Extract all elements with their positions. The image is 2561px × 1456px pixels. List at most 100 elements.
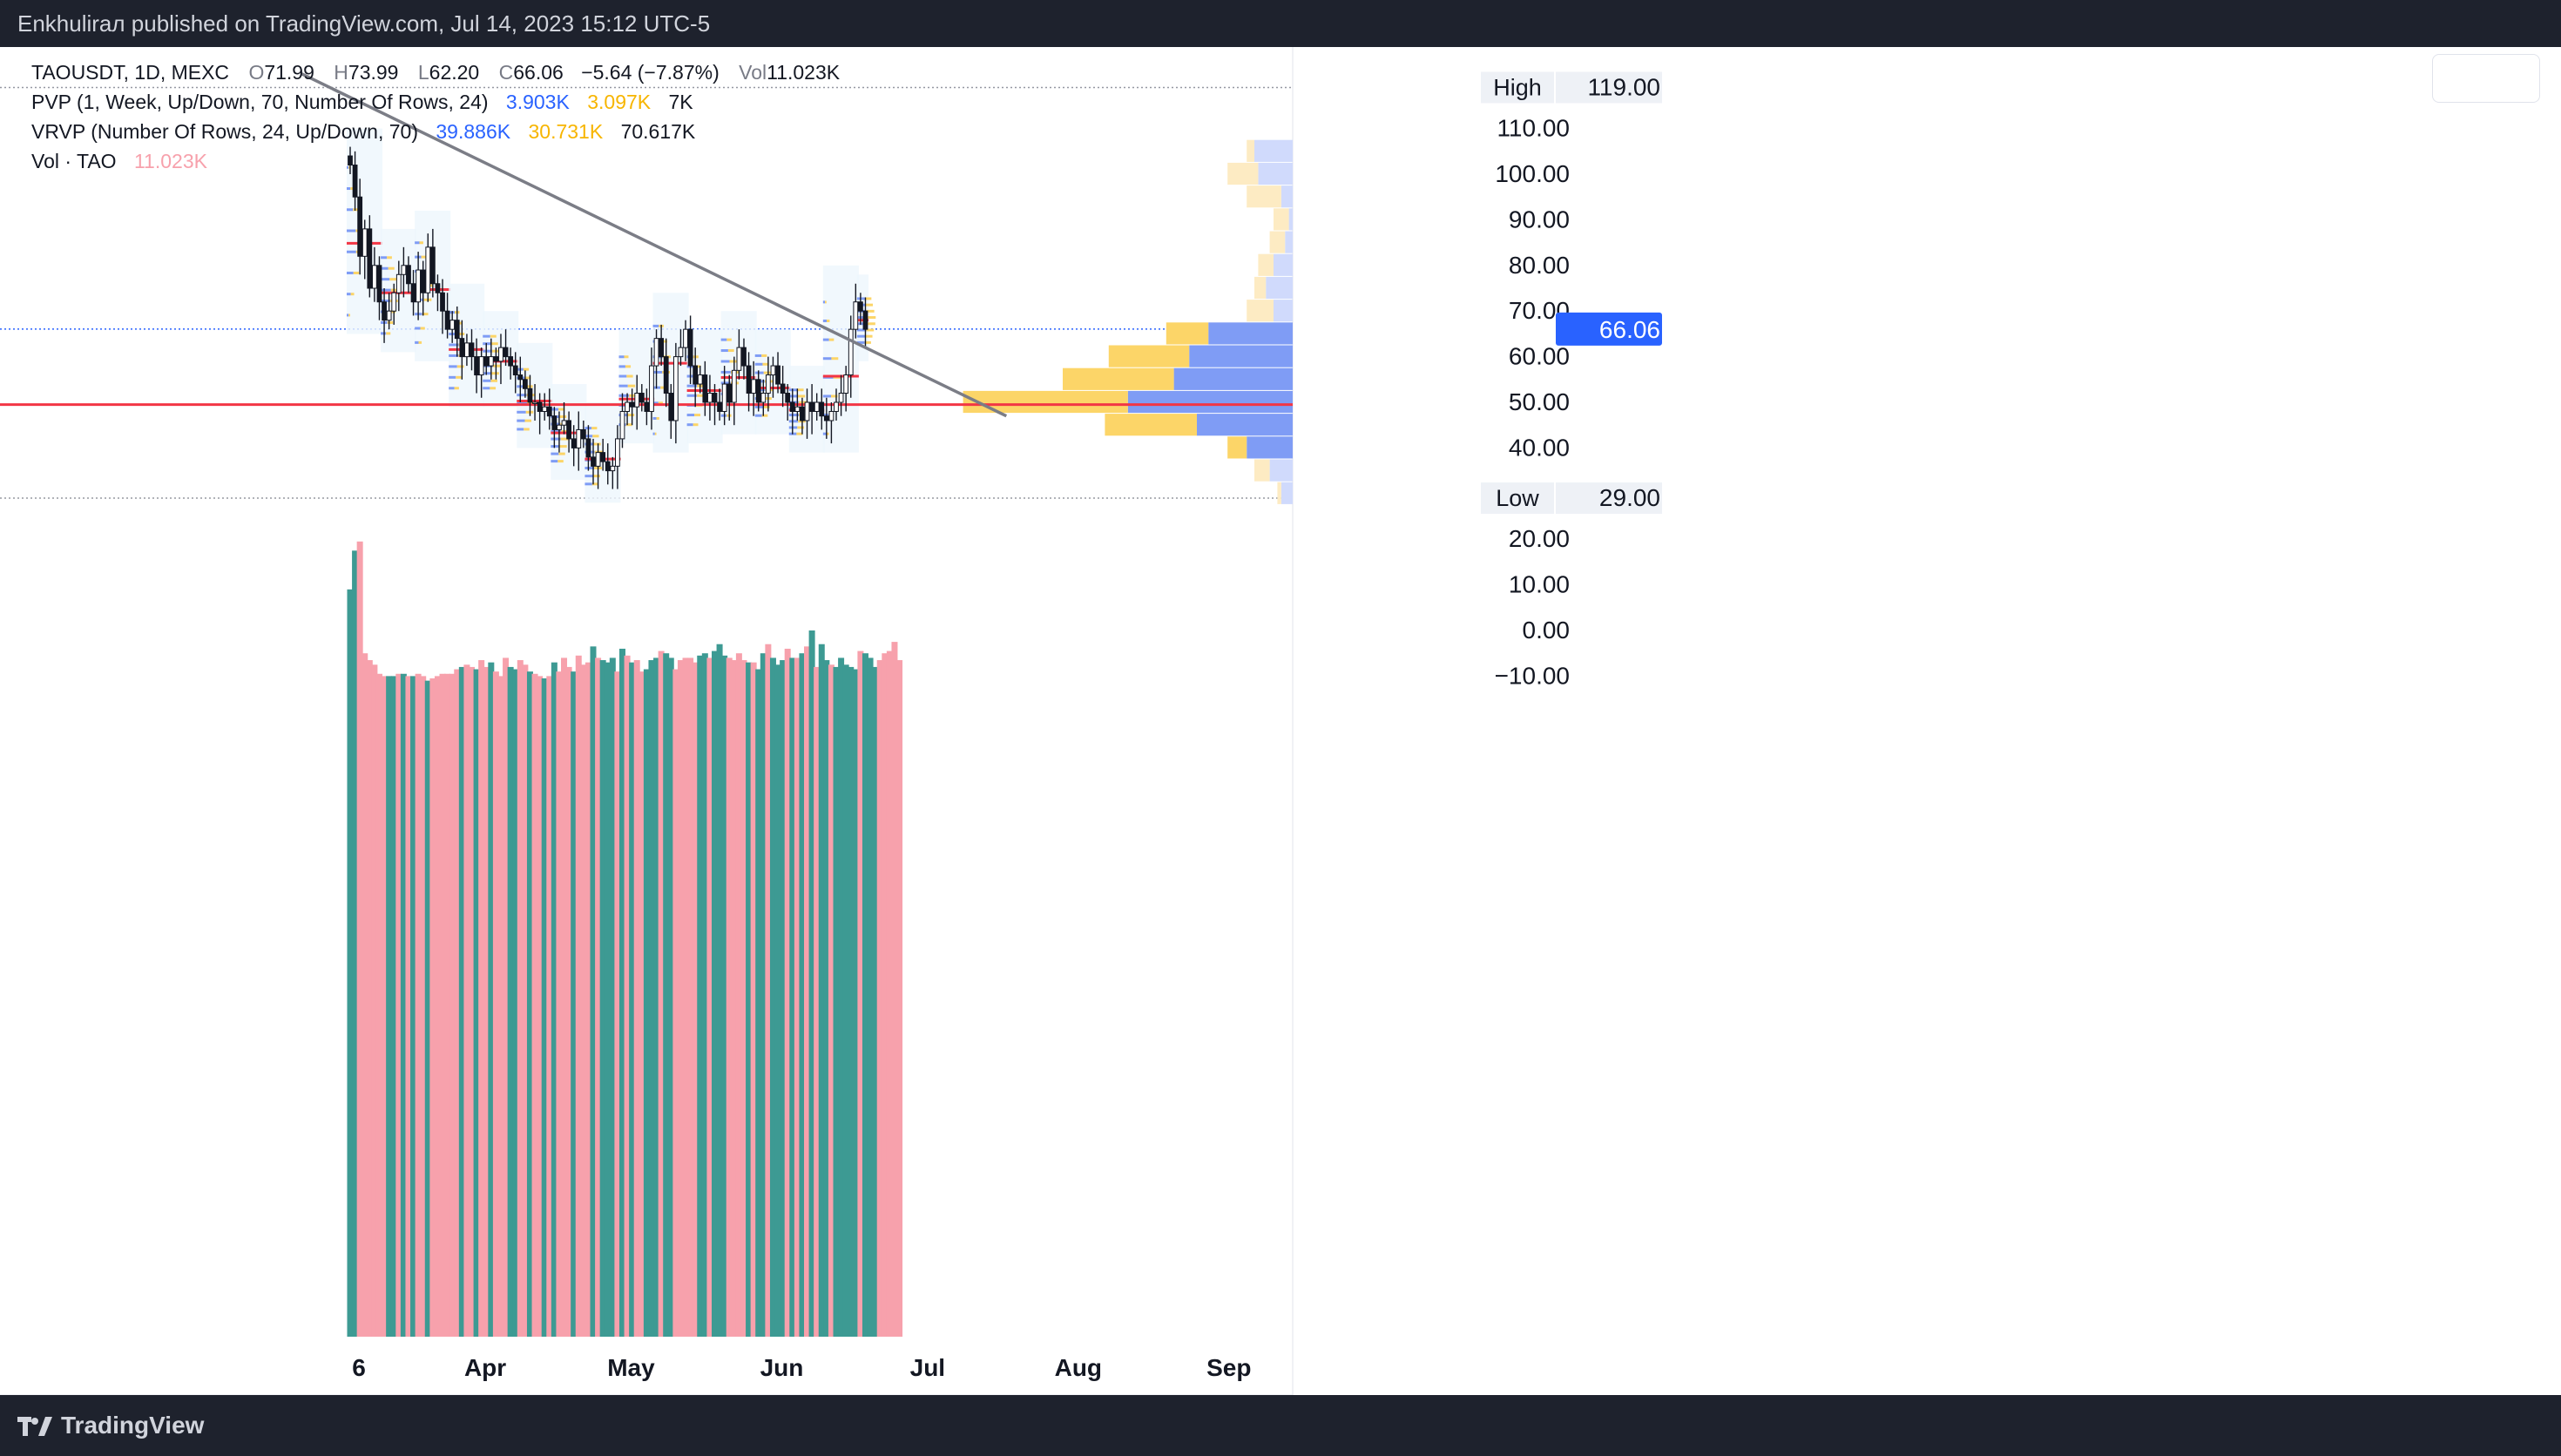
candle-body: [372, 265, 377, 289]
candle-body: [693, 365, 699, 385]
volume-bar: [590, 646, 597, 1337]
pvp-down-bar: [826, 432, 829, 435]
candle-body: [566, 420, 572, 440]
pvp-down-bar: [867, 322, 875, 326]
candle-body: [532, 401, 537, 404]
candle-body: [770, 365, 776, 376]
pvp-down-bar: [350, 187, 354, 191]
vrvp-legend-row[interactable]: VRVP (Number Of Rows, 24, Up/Down, 70) 3…: [31, 117, 840, 146]
volume-bar: [735, 653, 742, 1337]
vrvp-up-bar: [1280, 482, 1293, 504]
tradingview-logo[interactable]: TradingView: [17, 1395, 204, 1456]
volume-bar: [760, 653, 767, 1337]
pvp-up-bar: [381, 278, 390, 281]
vrvp-name: VRVP (Number Of Rows, 24, Up/Down, 70): [31, 120, 418, 143]
pvp-up-bar: [449, 333, 458, 336]
candle-body: [395, 273, 402, 293]
pvp-up-bar: [585, 482, 592, 486]
pvp-up-bar: [585, 466, 595, 469]
vrvp-down-bar: [1258, 253, 1274, 276]
volume-value: 11.023K: [767, 61, 841, 84]
pvp-down-bar: [457, 333, 465, 336]
volume-bar: [512, 669, 519, 1337]
vrvp-down-bar: [1108, 345, 1190, 367]
pvp-down-bar: [560, 437, 569, 441]
candle-body: [576, 428, 582, 448]
pvp-up-bar: [856, 322, 868, 326]
candle-body: [736, 347, 742, 371]
time-axis-label: May: [607, 1354, 655, 1381]
candle-body: [683, 328, 688, 348]
price-tick-label: 0.00: [1523, 617, 1571, 644]
pvp-up-bar: [347, 229, 356, 233]
pvp-up-bar: [754, 362, 763, 366]
candle-body: [386, 310, 392, 321]
vrvp-down-bar: [1166, 322, 1209, 345]
volume-bar: [862, 653, 868, 1337]
candle-body: [726, 383, 733, 403]
volume-bar: [833, 666, 840, 1337]
pvp-down-bar: [763, 371, 771, 374]
price-chart[interactable]: 110.00100.0090.0080.0070.0060.0050.0040.…: [0, 47, 2561, 1395]
symbol-name: TAOUSDT, 1D, MEXC: [31, 61, 230, 84]
candle-body: [823, 415, 829, 421]
pvp-up-bar: [822, 300, 826, 304]
volume-bar: [492, 671, 499, 1337]
tradingview-logo-icon: [17, 1417, 52, 1436]
volume-bar: [618, 648, 625, 1337]
symbol-legend-row[interactable]: TAOUSDT, 1D, MEXC O71.99 H73.99 L62.20 C…: [31, 61, 841, 84]
pvp-up-bar: [551, 445, 560, 448]
volume-bar: [585, 662, 591, 1337]
vrvp-up-bar: [1254, 139, 1293, 162]
volume-bar: [765, 644, 772, 1337]
volume-bar: [375, 673, 382, 1337]
candle-body: [503, 347, 509, 358]
pvp-up-bar: [652, 432, 655, 435]
candle-body: [367, 228, 373, 289]
pvp-up-bar: [381, 288, 391, 292]
volume-bar: [823, 660, 830, 1337]
candle-body: [862, 310, 868, 330]
vrvp-down-bar: [1105, 414, 1197, 436]
candle-body: [644, 401, 650, 412]
candle-body: [649, 365, 654, 412]
pvp-down-bar: [828, 338, 835, 341]
pvp-down-bar: [525, 385, 533, 388]
volume-bar: [677, 660, 684, 1337]
chart-legend: TAOUSDT, 1D, MEXC O71.99 H73.99 L62.20 C…: [31, 57, 840, 176]
pvp-up-bar: [720, 338, 727, 341]
vrvp-down-bar: [963, 390, 1128, 414]
volume-bar: [740, 660, 747, 1337]
candle-body: [498, 347, 503, 362]
vrvp-up-bar: [1274, 300, 1293, 322]
candle-body: [765, 374, 771, 394]
volume-bar: [799, 653, 806, 1337]
change-value: −5.64 (−7.87%): [581, 61, 720, 84]
candle-body: [416, 269, 422, 303]
pvp-up-bar: [652, 370, 663, 374]
candle-body: [809, 401, 815, 412]
volume-bar: [395, 673, 402, 1337]
vrvp-total: 70.617K: [620, 120, 696, 143]
candle-body: [659, 338, 665, 358]
volume-bar: [556, 671, 563, 1337]
volume-bar: [872, 666, 879, 1337]
pvp-down-bar: [656, 416, 659, 420]
volume-bar: [575, 655, 582, 1337]
volume-legend-row[interactable]: Vol · TAO 11.023K: [31, 146, 840, 176]
pvp-up-bar: [483, 334, 490, 338]
volume-bar: [712, 650, 718, 1337]
candle-body: [420, 269, 426, 293]
candle-body: [785, 393, 791, 403]
vrvp-down-bar: [1247, 185, 1281, 208]
pvp-up-bar: [415, 327, 421, 330]
volume-bar: [458, 666, 465, 1337]
volume-bar: [891, 642, 898, 1337]
vrvp-up-bar: [1197, 414, 1293, 436]
volume-bar: [439, 673, 446, 1337]
candle-body: [382, 301, 387, 321]
pvp-legend-row[interactable]: PVP (1, Week, Up/Down, 70, Number Of Row…: [31, 87, 840, 117]
chart-options-box[interactable]: [2432, 54, 2540, 103]
high-label-bg: [1481, 71, 1554, 104]
candle-body: [697, 374, 703, 385]
